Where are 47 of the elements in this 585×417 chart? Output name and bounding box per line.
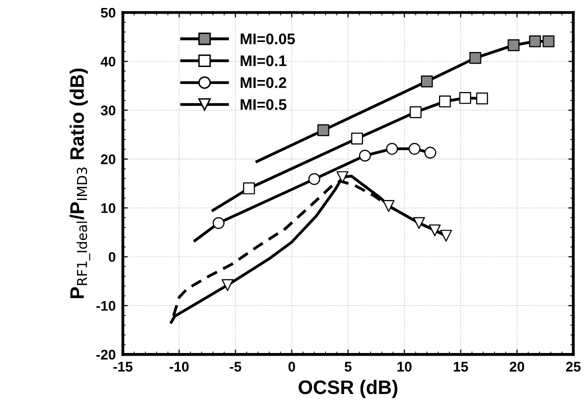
x-tick-label: 15 [454,362,468,372]
x-tick-label: 25 [566,362,581,372]
point [459,92,472,104]
point [408,142,420,155]
point [529,35,541,48]
y-tick-label: 10 [101,203,116,214]
x-tick-label: -15 [113,362,132,372]
point [424,146,436,159]
y-tick-label: 20 [100,154,116,164]
x-tick-label: 5 [344,362,352,372]
x-tick-label: 20 [510,362,524,372]
x-tick-label: -5 [230,362,242,372]
point [222,279,234,292]
point [428,224,441,236]
point [476,92,488,104]
point [386,142,398,155]
x-tick-label: 0 [288,362,296,372]
y-tick-label: 0 [108,252,116,262]
point [317,124,330,136]
point [382,200,395,212]
point [440,230,452,242]
legend-label: MI=0.2 [240,77,286,88]
point [410,106,422,118]
point [243,182,255,194]
point [420,75,433,88]
y-tick-label: 30 [100,106,116,116]
point [336,171,348,184]
y-tick-label: -20 [96,350,116,360]
x-tick-label: -10 [170,362,189,372]
legend-label: MI=0.5 [240,99,286,110]
legend-label: MI=0.1 [240,55,286,66]
point [469,52,482,64]
y-tick-label: 40 [100,56,116,67]
point [542,35,554,48]
point [212,217,225,229]
point [413,217,425,229]
point [359,150,371,162]
point [438,95,451,108]
point [351,132,364,144]
point [508,39,520,52]
legend-label: MI=0.05 [240,34,295,44]
y-tick-label: 50 [100,8,116,18]
y-tick-label: -10 [96,300,116,311]
x-axis-title: OCSR (dB) [298,380,398,398]
y-axis-title: P$_{RF1_Ideal}$/P$_{IMD3}$ Ratio (dB) [70,68,90,298]
point [308,173,320,186]
x-tick-label: 10 [398,362,412,372]
